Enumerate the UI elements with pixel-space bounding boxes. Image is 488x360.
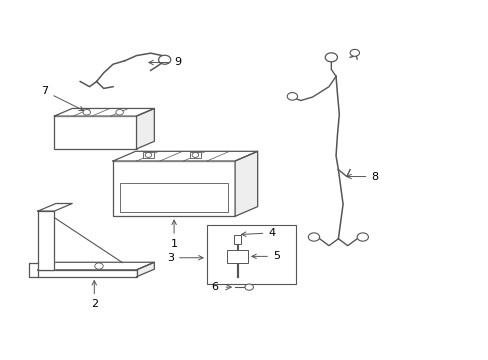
Bar bbox=[113, 161, 235, 216]
Polygon shape bbox=[235, 151, 257, 216]
Bar bbox=[143, 152, 153, 158]
Circle shape bbox=[325, 53, 337, 62]
Text: 3: 3 bbox=[167, 253, 203, 263]
Polygon shape bbox=[113, 151, 257, 161]
Text: 7: 7 bbox=[41, 86, 83, 111]
Bar bbox=[190, 152, 200, 158]
Circle shape bbox=[308, 233, 319, 241]
Text: 6: 6 bbox=[211, 282, 218, 292]
Text: 5: 5 bbox=[251, 251, 279, 261]
Text: 8: 8 bbox=[346, 172, 378, 181]
Circle shape bbox=[356, 233, 367, 241]
Text: 9: 9 bbox=[148, 58, 181, 67]
Circle shape bbox=[158, 55, 170, 64]
Circle shape bbox=[116, 109, 123, 115]
Circle shape bbox=[192, 153, 198, 157]
Polygon shape bbox=[38, 270, 136, 277]
Bar bbox=[54, 116, 136, 149]
Circle shape bbox=[244, 284, 253, 290]
Bar bbox=[227, 250, 247, 263]
Polygon shape bbox=[136, 108, 154, 149]
Polygon shape bbox=[136, 262, 154, 277]
Polygon shape bbox=[38, 262, 154, 270]
Bar bbox=[206, 225, 296, 284]
Polygon shape bbox=[54, 108, 154, 116]
Text: 4: 4 bbox=[241, 228, 275, 238]
Circle shape bbox=[83, 109, 90, 115]
Bar bbox=[233, 235, 241, 244]
Circle shape bbox=[286, 93, 297, 100]
Polygon shape bbox=[38, 203, 72, 211]
Circle shape bbox=[349, 49, 359, 56]
Circle shape bbox=[95, 263, 103, 269]
Text: 2: 2 bbox=[91, 281, 98, 309]
Bar bbox=[120, 183, 227, 212]
Circle shape bbox=[145, 153, 151, 157]
Polygon shape bbox=[38, 211, 54, 270]
Text: 1: 1 bbox=[170, 220, 177, 249]
